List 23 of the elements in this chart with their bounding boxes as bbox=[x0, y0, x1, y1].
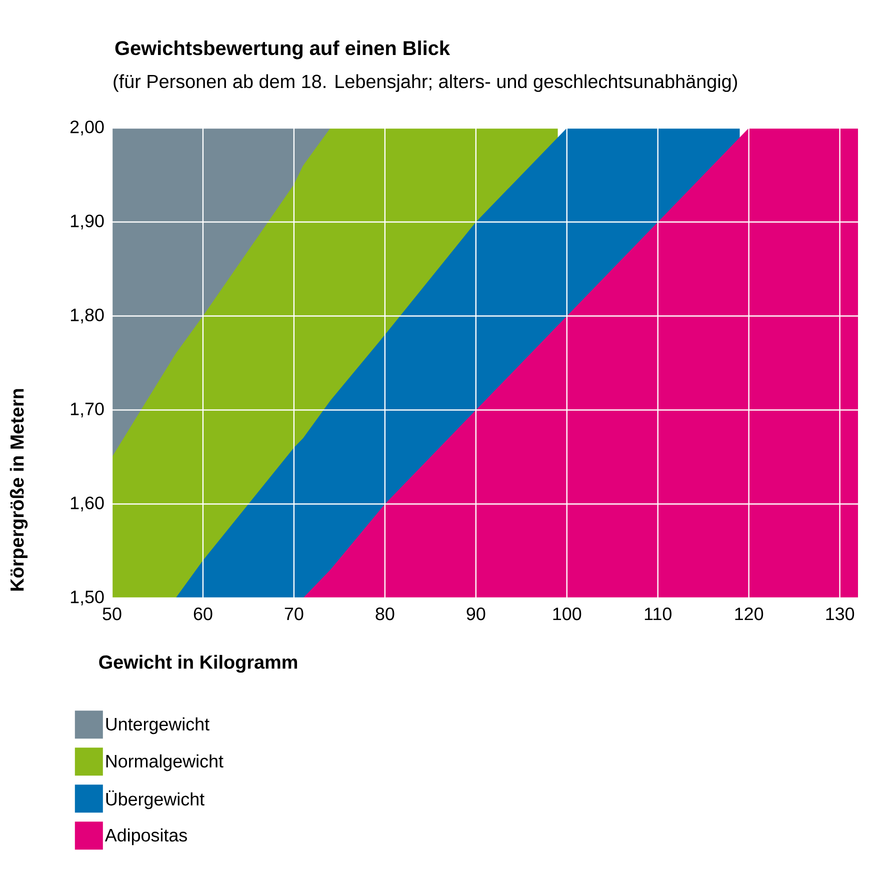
x-tick-label: 100 bbox=[553, 608, 582, 620]
x-tick-label: 60 bbox=[194, 608, 212, 620]
x-axis-title: Gewicht in Kilogramm bbox=[99, 654, 298, 673]
y-tick-label: 1,60 bbox=[70, 496, 104, 512]
x-tick-label: 130 bbox=[826, 608, 854, 620]
legend-label: Normalgewicht bbox=[106, 754, 224, 772]
y-axis-title: Körpergröße in Metern bbox=[10, 389, 28, 591]
y-tick-label: 1,80 bbox=[70, 308, 104, 324]
legend-label: Adipositas bbox=[104, 828, 187, 846]
y-tick-label: 2,00 bbox=[70, 120, 104, 136]
x-tick-label: 110 bbox=[644, 608, 672, 620]
x-tick-label: 70 bbox=[284, 608, 304, 620]
y-tick-label: 1,90 bbox=[70, 214, 104, 230]
legend-label: Untergewicht bbox=[106, 717, 210, 734]
x-tick-label: 120 bbox=[735, 608, 764, 620]
chart-subtitle: (für Personen ab dem 18. Lebensjahr; alters- und geschlechtsunabhängig) bbox=[114, 74, 737, 92]
y-tick-label: 1,50 bbox=[70, 590, 104, 606]
chart-title: Gewichtsbewertung auf einen Blick bbox=[115, 40, 450, 60]
x-tick-label: 50 bbox=[102, 608, 122, 620]
x-tick-label: 80 bbox=[376, 608, 394, 620]
x-tick-label: 90 bbox=[466, 608, 486, 620]
legend-label: Übergewicht bbox=[106, 790, 204, 810]
y-tick-label: 1,70 bbox=[70, 402, 104, 418]
